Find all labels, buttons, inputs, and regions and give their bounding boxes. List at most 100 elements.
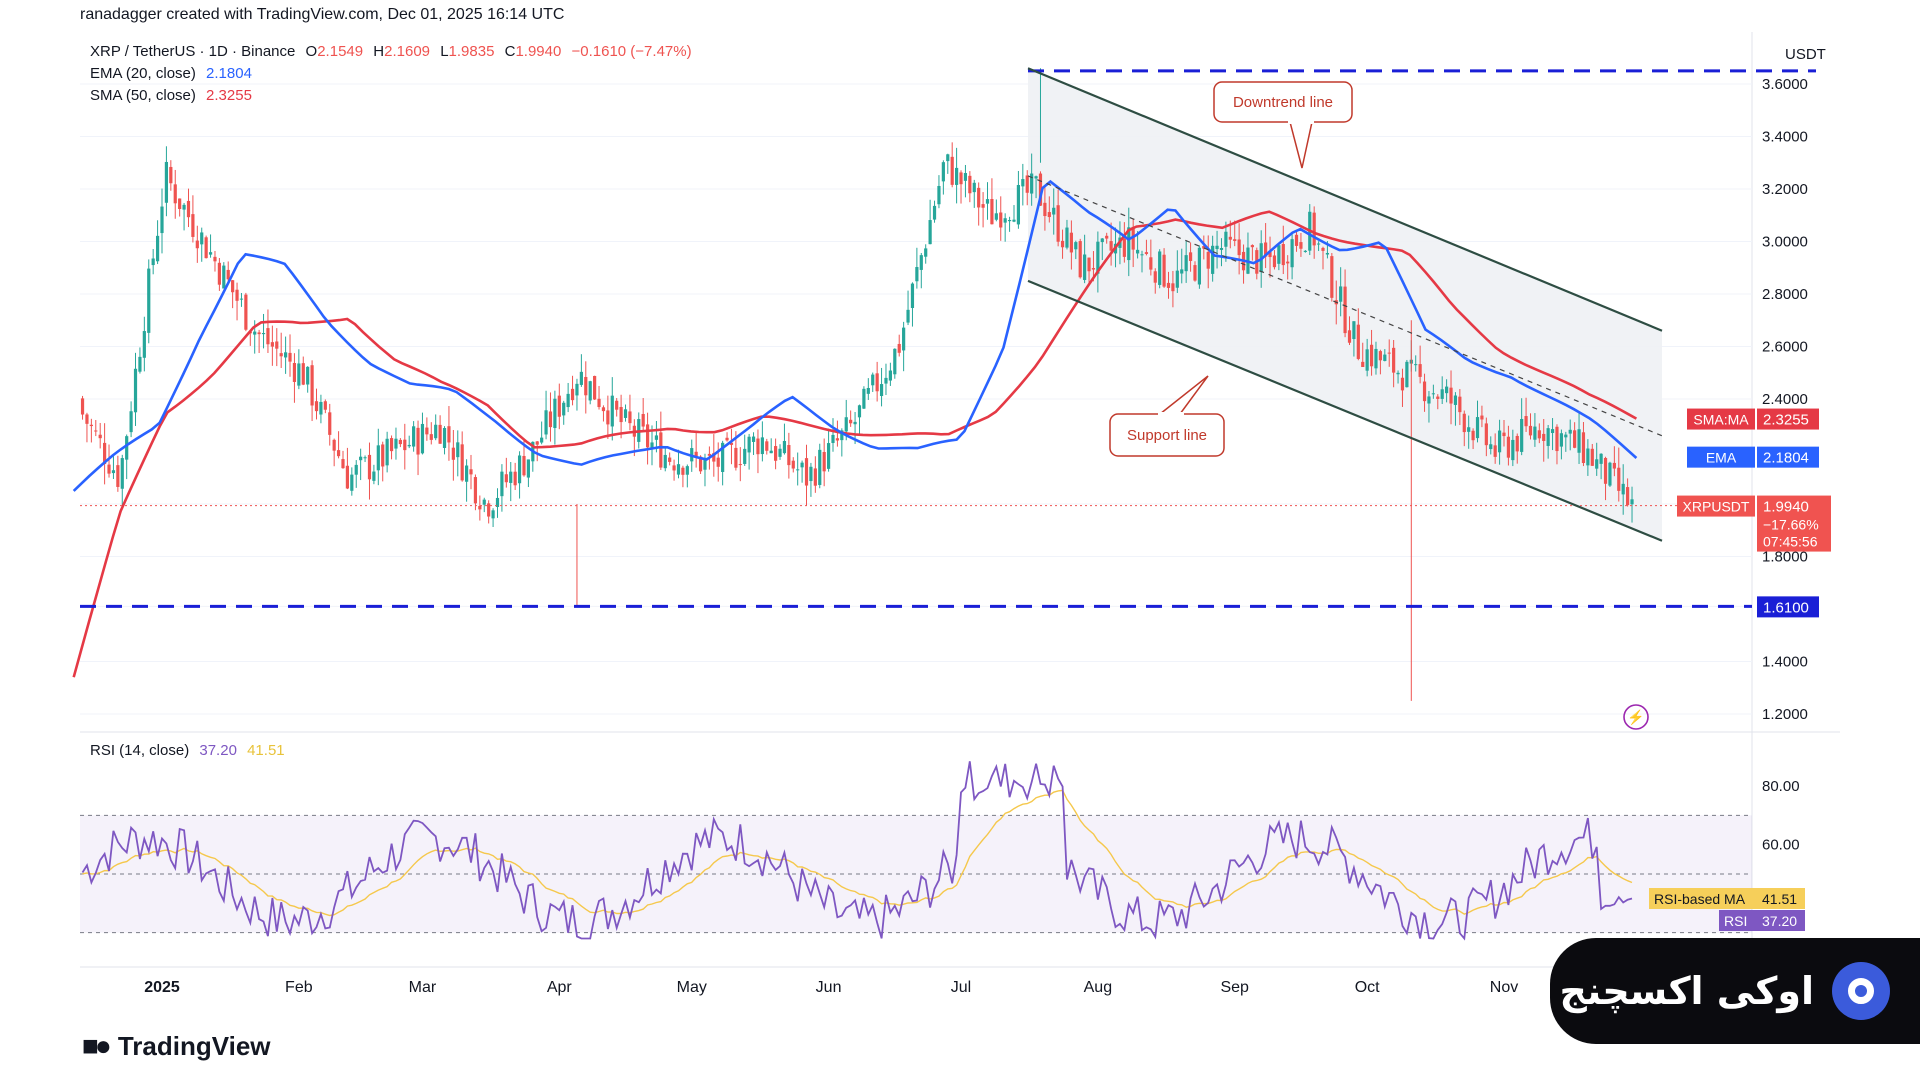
candle-body [623, 409, 628, 418]
candle-body [1281, 244, 1285, 266]
candle-body [469, 469, 473, 475]
candle [425, 417, 429, 441]
callout-pointer [1159, 375, 1209, 415]
candle-body [698, 456, 703, 472]
candle [111, 456, 116, 479]
candle-body [676, 464, 681, 475]
candle-body [1497, 430, 1502, 453]
price-chart[interactable]: Downtrend line Support line ⚡ 60.00 80.00 RS… [0, 0, 1920, 1010]
candle-body [142, 331, 146, 358]
candle-body [853, 421, 857, 425]
candle-body [173, 184, 177, 204]
candle-body [910, 283, 915, 309]
candle [641, 398, 645, 431]
sma-line [72, 210, 1638, 678]
candle-body [1590, 448, 1594, 466]
candle [261, 313, 266, 349]
candle-body [535, 441, 539, 445]
candle [1546, 424, 1550, 459]
candle-body [451, 447, 455, 460]
candle-body [447, 426, 451, 443]
candle [155, 220, 160, 265]
candle [831, 418, 835, 452]
candle-body [1559, 433, 1563, 447]
price-badge-value: 1.9940 [1763, 499, 1809, 516]
candle [403, 423, 407, 470]
candle [941, 160, 945, 195]
candle [1025, 170, 1029, 206]
candle [412, 421, 416, 452]
downtrend-callout: Downtrend line [1213, 81, 1353, 169]
candle-body [884, 377, 888, 384]
candle-body [310, 365, 314, 406]
candle [937, 175, 941, 209]
candle [306, 366, 310, 393]
candle-body [1630, 499, 1634, 505]
candle-body [314, 401, 319, 412]
candle-body [1378, 351, 1382, 361]
candle-body [487, 503, 491, 517]
candle [1577, 412, 1581, 464]
candle [1405, 359, 1409, 388]
candle [1550, 418, 1555, 451]
candle [1083, 234, 1087, 284]
candle-body [937, 185, 941, 205]
candle-body [1462, 413, 1466, 433]
candle [244, 292, 248, 332]
candle-body [1365, 349, 1369, 371]
candle-body [1427, 396, 1431, 404]
candle [195, 225, 199, 263]
candle [928, 199, 932, 245]
candle [1202, 235, 1206, 260]
candle-body [601, 407, 606, 412]
candle [1286, 255, 1290, 280]
candle-body [1211, 245, 1215, 274]
candle-body [615, 400, 619, 410]
x-tick-label: Nov [1490, 979, 1518, 996]
candle [434, 414, 438, 441]
candle-body [169, 166, 173, 184]
candle-body [548, 411, 553, 428]
candle-body [844, 417, 848, 432]
candle [738, 447, 742, 482]
candle [1122, 222, 1126, 263]
candle [1206, 235, 1210, 289]
candle-body [553, 398, 557, 429]
candle [1581, 422, 1586, 467]
candle [774, 438, 778, 470]
candle-body [1612, 462, 1616, 469]
candle-body [1100, 238, 1104, 243]
candle [1484, 417, 1488, 457]
candle [103, 423, 107, 485]
candle [1158, 249, 1162, 289]
candle-body [1418, 364, 1422, 377]
candle [1277, 242, 1281, 271]
candle-body [1074, 242, 1078, 250]
rsi-ma-badge: RSI-based MA 41.51 [1649, 888, 1805, 909]
candle [116, 455, 120, 492]
candle [1197, 245, 1202, 289]
candle-body [85, 414, 89, 424]
candle-body [985, 199, 990, 204]
candle-body [645, 424, 650, 448]
high-label: H [373, 43, 385, 60]
y-tick-label: 3.2000 [1762, 181, 1808, 198]
candle [906, 290, 910, 326]
candle-body [1202, 246, 1206, 249]
x-tick-label: Aug [1084, 979, 1112, 996]
candle-body [160, 206, 164, 234]
candle [1087, 257, 1091, 286]
candle [963, 164, 968, 198]
candle-body [1436, 396, 1440, 399]
candle [659, 411, 663, 470]
candle [376, 428, 380, 486]
candle [729, 428, 734, 465]
candle-body [540, 437, 544, 443]
candle-body [1277, 245, 1281, 264]
ema-legend: EMA (20, close) 2.1804 [90, 63, 252, 85]
candle-body [1096, 241, 1100, 274]
candle [955, 147, 959, 204]
candle-body [1369, 344, 1374, 367]
candle-body [1431, 393, 1435, 395]
candle-body [981, 204, 985, 208]
